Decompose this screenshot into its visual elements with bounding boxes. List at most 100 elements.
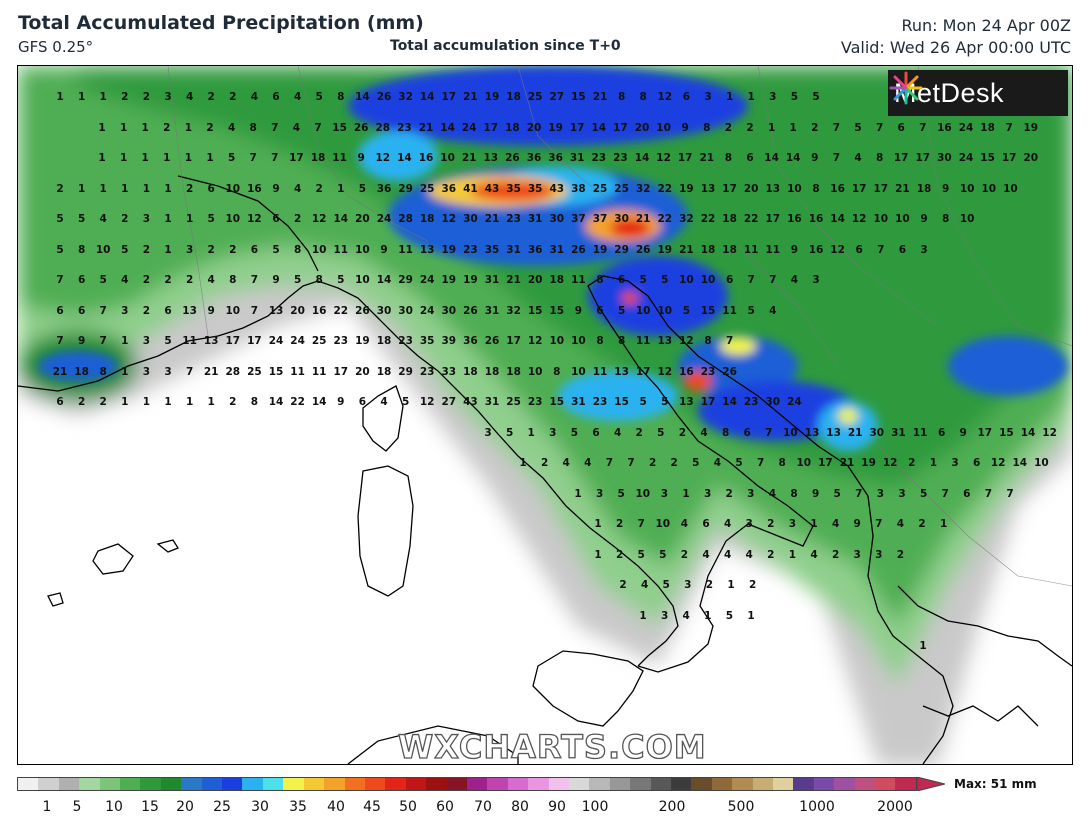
precip-value-label: 4 — [745, 548, 753, 561]
borders — [167, 66, 1072, 587]
precip-value-label: 30 — [441, 304, 457, 317]
legend-swatch — [711, 778, 733, 790]
precip-value-label: 3 — [812, 274, 820, 286]
precip-value-label: 7 — [271, 152, 279, 164]
precip-value-label: 23 — [592, 396, 608, 408]
precip-value-label: 21 — [463, 91, 478, 103]
precip-value-label: 18 — [722, 213, 737, 225]
precip-value-label: 3 — [185, 243, 194, 256]
precip-value-label: 17 — [441, 91, 457, 103]
precip-value-label: 10 — [959, 213, 975, 225]
precip-value-label: 11 — [635, 335, 651, 347]
precip-value-label: 15 — [999, 426, 1014, 439]
precip-value-label: 1 — [574, 487, 582, 500]
precip-value-label: 5 — [833, 487, 841, 500]
precip-value-label: 5 — [77, 213, 86, 225]
precip-value-label: 6 — [937, 426, 946, 439]
precip-value-label: 29 — [398, 182, 413, 195]
legend-swatch — [732, 778, 753, 790]
valid-time: Valid: Wed 26 Apr 00:00 UTC — [840, 38, 1071, 57]
precip-value-label: 32 — [506, 304, 521, 317]
precip-value-label: 5 — [293, 274, 302, 286]
precip-value-label: 18 — [722, 243, 737, 256]
legend-swatch — [589, 778, 610, 790]
precip-value-label: 16 — [247, 182, 262, 195]
precip-value-label: 26 — [722, 365, 737, 378]
precip-value-label: 22 — [700, 213, 716, 225]
precip-value-label: 4 — [790, 274, 799, 286]
precip-value-label: 3 — [484, 426, 492, 439]
precip-value-label: 21 — [418, 121, 434, 134]
precip-value-label: 15 — [980, 152, 995, 164]
precip-value-label: 9 — [681, 121, 689, 134]
precip-value-label: 25 — [592, 182, 608, 195]
precip-value-label: 18 — [549, 274, 565, 286]
precip-value-label: 19 — [441, 243, 457, 256]
precip-value-label: 17 — [569, 121, 585, 134]
precip-value-label: 19 — [592, 243, 608, 256]
precip-value-label: 12 — [527, 335, 543, 347]
precip-value-label: 7 — [832, 121, 841, 134]
precip-value-label: 14 — [1020, 426, 1036, 439]
precip-value-label: 20 — [355, 365, 370, 378]
precip-value-label: 12 — [679, 335, 694, 347]
precip-value-label: 18 — [506, 365, 521, 378]
precip-value-label: 5 — [662, 579, 670, 591]
precip-value-label: 7 — [984, 487, 993, 500]
precip-value-label: 22 — [657, 213, 673, 225]
precip-value-label: 20 — [527, 274, 543, 286]
precip-value-label: 9 — [811, 152, 819, 164]
precip-value-label: 27 — [549, 91, 565, 103]
precip-value-label: 16 — [418, 152, 434, 164]
model-label: GFS 0.25° — [18, 38, 94, 56]
precip-value-label: 17 — [677, 152, 693, 164]
precip-value-label: 4 — [584, 457, 592, 469]
precip-value-label: 30 — [398, 304, 413, 317]
precip-value-label: 10 — [981, 182, 997, 195]
subtitle: Total accumulation since T+0 — [390, 38, 621, 54]
precip-value-label: 35 — [484, 243, 500, 256]
precip-value-label: 11 — [743, 243, 759, 256]
precip-value-label: 18 — [505, 121, 520, 134]
precip-value-label: 2 — [619, 579, 627, 591]
legend-swatch — [303, 778, 325, 790]
precip-value-label: 25 — [614, 182, 629, 195]
precip-value-label: 43 — [549, 182, 565, 195]
precip-value-label: 18 — [700, 243, 716, 256]
precip-value-label: 6 — [617, 274, 626, 286]
precip-value-label: 5 — [637, 548, 645, 561]
precip-value-label: 2 — [185, 182, 194, 195]
precip-value-label: 6 — [855, 243, 863, 256]
legend-tick-label: 40 — [327, 799, 345, 815]
precip-value-label: 17 — [1001, 152, 1017, 164]
precip-value-label: 5 — [337, 274, 345, 286]
precip-value-label: 6 — [164, 304, 172, 317]
precip-value-label: 32 — [398, 91, 413, 103]
precip-value-label: 4 — [121, 274, 129, 286]
precip-value-label: 31 — [484, 396, 500, 408]
precip-value-label: 1 — [337, 182, 345, 195]
precip-value-label: 26 — [635, 243, 651, 256]
precip-value-label: 3 — [660, 609, 669, 622]
precip-value-label: 6 — [897, 121, 905, 134]
precip-value-label: 8 — [617, 91, 626, 103]
precip-value-label: 13 — [657, 335, 673, 347]
precip-value-label: 8 — [250, 396, 259, 408]
precip-value-label: 21 — [461, 152, 477, 164]
precip-value-label: 13 — [826, 426, 841, 439]
precip-value-label: 7 — [185, 365, 194, 378]
precip-value-label: 1 — [121, 335, 129, 347]
precip-value-label: 24 — [419, 274, 435, 286]
precip-value-label: 4 — [723, 548, 732, 561]
precip-value-label: 1 — [704, 609, 712, 622]
precip-value-label: 1 — [929, 457, 938, 469]
precip-value-label: 2 — [293, 213, 302, 225]
precip-value-label: 1 — [527, 426, 535, 439]
precip-value-label: 14 — [634, 152, 650, 164]
precip-value-label: 15 — [332, 121, 347, 134]
precip-value-label: 30 — [549, 213, 565, 225]
precip-value-label: 4 — [896, 518, 905, 530]
precip-value-label: 13 — [182, 304, 197, 317]
precip-value-label: 18 — [980, 121, 995, 134]
precip-value-label: 8 — [596, 274, 604, 286]
